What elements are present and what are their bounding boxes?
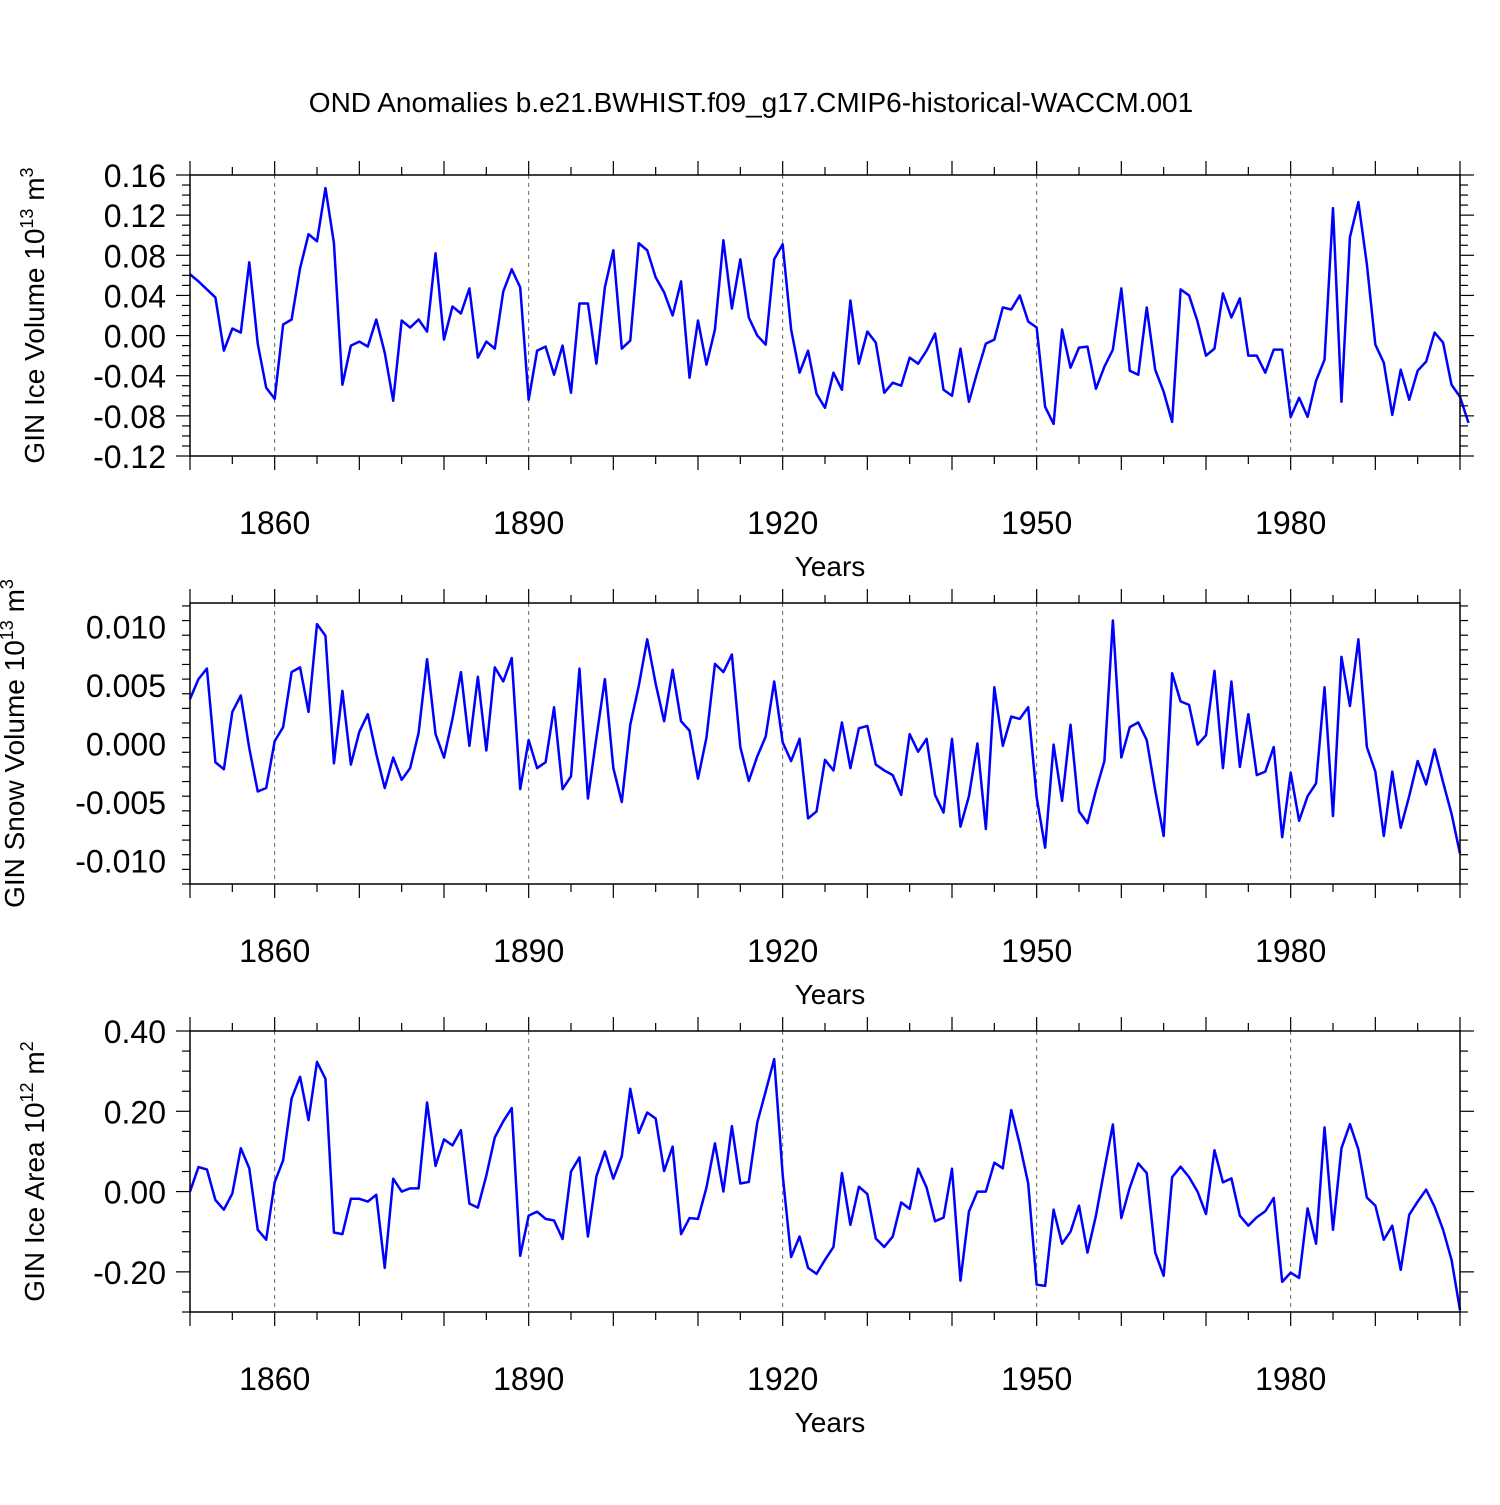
y-tick-label: 0.005: [86, 668, 166, 704]
chart-panel-1: -0.12 -0.08 -0.04 0.00 0.04 0.08 0.12 0.16 1860 1…: [17, 158, 1474, 582]
x-tick-label: 1980: [1255, 933, 1326, 969]
y-axis-label-main: GIN Snow Volume 10: [0, 640, 30, 908]
y-axis-label-exponent: 13: [0, 620, 17, 640]
y-ticks: [176, 174, 1474, 457]
y-tick-label: 0.000: [86, 727, 166, 763]
y-axis-label-main: GIN Ice Volume 10: [19, 229, 50, 464]
x-ticks: [189, 589, 1461, 898]
x-tick-label: 1920: [747, 933, 818, 969]
y-tick-label: 0.010: [86, 609, 166, 645]
y-axis-label-unit-exponent: 2: [17, 1041, 37, 1051]
series-line: [189, 186, 1470, 426]
x-tick-label: 1860: [239, 933, 310, 969]
x-ticks: [189, 161, 1461, 470]
y-axis-label-unit: m: [0, 589, 30, 620]
series-line: [188, 619, 1462, 854]
y-tick-label: 0.08: [104, 238, 166, 274]
y-ticks: [182, 605, 1468, 885]
y-axis-label-unit: m: [19, 1051, 50, 1082]
plot-frame: [189, 174, 1461, 457]
y-tick-label: -0.005: [75, 785, 166, 821]
y-axis-label: GIN Ice Area 1012 m2: [17, 1041, 50, 1301]
y-axis-label-unit-exponent: 3: [0, 579, 17, 589]
y-axis-label: GIN Ice Volume 1013 m3: [17, 167, 50, 463]
figure-title: OND Anomalies b.e21.BWHIST.f09_g17.CMIP6…: [309, 87, 1193, 118]
y-axis-label-unit-exponent: 3: [17, 167, 37, 177]
chart-panel-3: -0.20 0.00 0.20 0.40 1860 1890 1920 1950 1980 Yea…: [17, 1014, 1474, 1438]
x-ticks: [189, 1017, 1461, 1326]
y-tick-label: 0.00: [104, 319, 166, 355]
y-axis-label-main: GIN Ice Area 10: [19, 1102, 50, 1301]
y-tick-label: 0.40: [104, 1014, 166, 1050]
x-tick-label: 1890: [493, 933, 564, 969]
y-tick-label: 0.04: [104, 278, 166, 314]
x-axis-label: Years: [795, 551, 866, 582]
y-ticks: [176, 1030, 1474, 1313]
y-tick-label: -0.20: [93, 1255, 166, 1291]
x-axis-label: Years: [795, 1407, 866, 1438]
y-tick-label: -0.010: [75, 844, 166, 880]
y-tick-label: -0.08: [93, 399, 166, 435]
series-line: [188, 1057, 1462, 1311]
y-tick-label: -0.12: [93, 439, 166, 475]
panels: -0.12 -0.08 -0.04 0.00 0.04 0.08 0.12 0.16 1860 1…: [0, 158, 1474, 1438]
y-axis-label-unit: m: [19, 177, 50, 208]
y-axis-label-exponent: 12: [17, 1082, 37, 1102]
x-tick-label: 1950: [1001, 1361, 1072, 1397]
x-tick-label: 1860: [239, 1361, 310, 1397]
x-tick-label: 1890: [493, 505, 564, 541]
y-tick-label: 0.12: [104, 198, 166, 234]
x-tick-label: 1950: [1001, 505, 1072, 541]
chart-panel-2: -0.010 -0.005 0.000 0.005 0.010 1860 1890 1920 1…: [0, 579, 1468, 1010]
plot-frame: [189, 1030, 1461, 1313]
y-axis-label: GIN Snow Volume 1013 m3: [0, 579, 30, 908]
y-tick-label: -0.04: [93, 359, 166, 395]
x-tick-label: 1890: [493, 1361, 564, 1397]
y-tick-label: 0.20: [104, 1094, 166, 1130]
x-tick-label: 1920: [747, 505, 818, 541]
x-tick-label: 1980: [1255, 505, 1326, 541]
x-axis-label: Years: [795, 979, 866, 1010]
y-tick-label: 0.00: [104, 1175, 166, 1211]
x-tick-label: 1920: [747, 1361, 818, 1397]
x-tick-label: 1860: [239, 505, 310, 541]
y-tick-label: 0.16: [104, 158, 166, 194]
y-axis-label-exponent: 13: [17, 209, 37, 229]
plot-frame: [189, 602, 1461, 885]
x-tick-label: 1950: [1001, 933, 1072, 969]
x-tick-label: 1980: [1255, 1361, 1326, 1397]
